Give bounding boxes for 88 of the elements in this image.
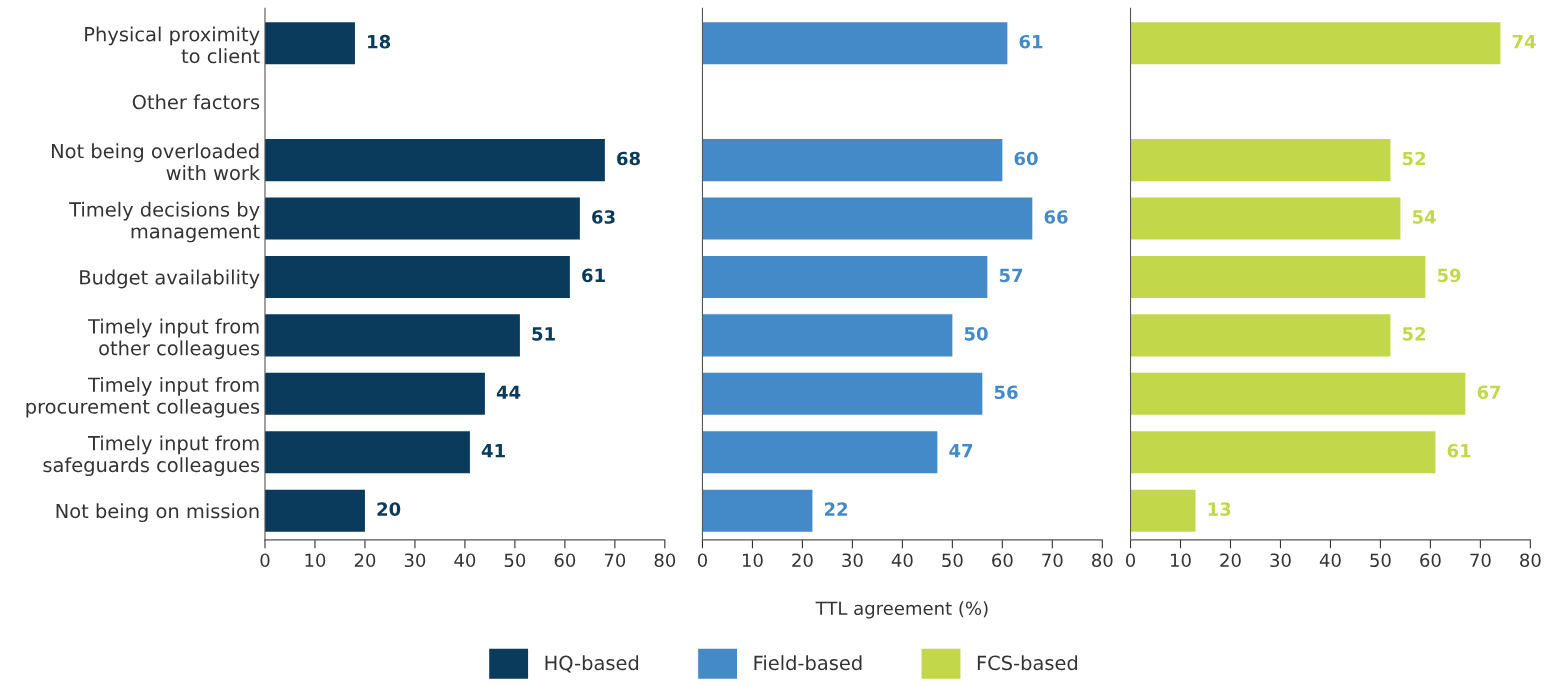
bar [1130,22,1501,65]
bar [1130,255,1426,299]
data-label: 50 [964,326,988,341]
data-label: 57 [999,268,1023,283]
x-tick-label: 60 [992,553,1013,568]
data-label: 61 [1447,443,1471,458]
x-tick-label: 50 [942,553,963,568]
bar [1130,314,1391,357]
data-label: 20 [377,502,401,516]
data-label: 74 [1512,35,1536,49]
bar [264,255,570,299]
data-label: 56 [994,385,1018,400]
data-label: 52 [1402,326,1426,341]
bar [1130,197,1401,240]
data-label: 61 [1019,34,1043,49]
x-tick-label: 10 [1171,553,1191,568]
x-tick-label: 70 [1042,553,1063,568]
data-label: 44 [496,385,521,399]
x-tick-label: 40 [891,553,913,568]
bar [264,489,365,532]
data-label: 63 [592,210,615,224]
y-tick-label: Timely decisions by management [69,201,260,243]
y-tick-label: Not being on mission [56,503,259,523]
bar [1130,139,1391,182]
x-tick-label: 0 [697,553,708,568]
x-tick-label: 30 [1270,553,1291,568]
x-tick-label: 10 [305,553,326,568]
data-label: 47 [949,444,973,458]
bar [264,431,470,474]
y-tick-label: Other factors [132,94,260,110]
x-tick-label: 50 [1370,553,1391,568]
x-tick-label: 80 [654,553,676,568]
x-axis-title: TTL agreement (%) [815,601,988,619]
bar [702,197,1033,240]
bar [1130,431,1436,474]
data-label: 41 [481,444,505,458]
x-tick-label: 20 [792,553,813,568]
y-tick-label: Timely input from safeguards colleagues [43,435,260,477]
x-tick-label: 10 [742,553,763,568]
bar [702,22,1008,65]
bar [702,489,813,532]
data-label: 13 [1208,502,1231,516]
data-label: 22 [824,502,848,516]
x-tick-label: 80 [1520,553,1541,568]
x-tick-label: 50 [504,553,526,568]
bar [264,314,520,357]
bar [702,372,983,415]
bar [264,139,605,182]
y-tick-label: Not being overloaded with work [52,143,261,181]
bar [1130,489,1196,532]
x-tick-label: 20 [1220,553,1241,568]
x-tick-label: 70 [1470,553,1491,568]
bar [702,255,988,299]
bar [264,372,485,415]
x-tick-label: 30 [842,553,863,568]
data-label: 59 [1437,268,1461,283]
bar [702,431,938,474]
data-label: 68 [617,151,640,166]
bar [264,197,580,240]
legend-label: Field-based [754,655,862,671]
y-tick-label: Timely input from procurement colleagues [26,377,260,418]
x-tick-label: 40 [454,553,476,568]
bar [702,314,953,357]
legend-label: FCS-based [977,655,1078,671]
x-tick-label: 0 [1125,553,1136,568]
bar [1130,372,1466,415]
bar [702,139,1003,182]
x-tick-label: 60 [1420,553,1441,568]
data-label: 51 [532,327,555,341]
y-tick-label: Budget availability [80,269,260,289]
x-tick-label: 70 [604,553,626,568]
data-label: 52 [1402,151,1426,166]
x-tick-label: 60 [554,553,576,568]
legend-label: HQ-based [545,655,639,673]
data-label: 54 [1412,210,1436,224]
x-tick-label: 30 [404,553,426,568]
data-label: 18 [368,34,391,49]
y-tick-label: Physical proximity to client [85,26,260,64]
data-label: 66 [1044,210,1068,224]
data-label: 67 [1477,385,1501,400]
x-tick-label: 0 [260,553,270,568]
y-tick-label: Timely input from other colleagues [87,318,260,360]
x-tick-label: 20 [354,553,376,568]
x-tick-label: 80 [1092,553,1113,568]
data-label: 61 [582,268,605,283]
data-label: 60 [1014,151,1038,166]
x-tick-label: 40 [1319,553,1341,568]
bar [264,22,355,65]
